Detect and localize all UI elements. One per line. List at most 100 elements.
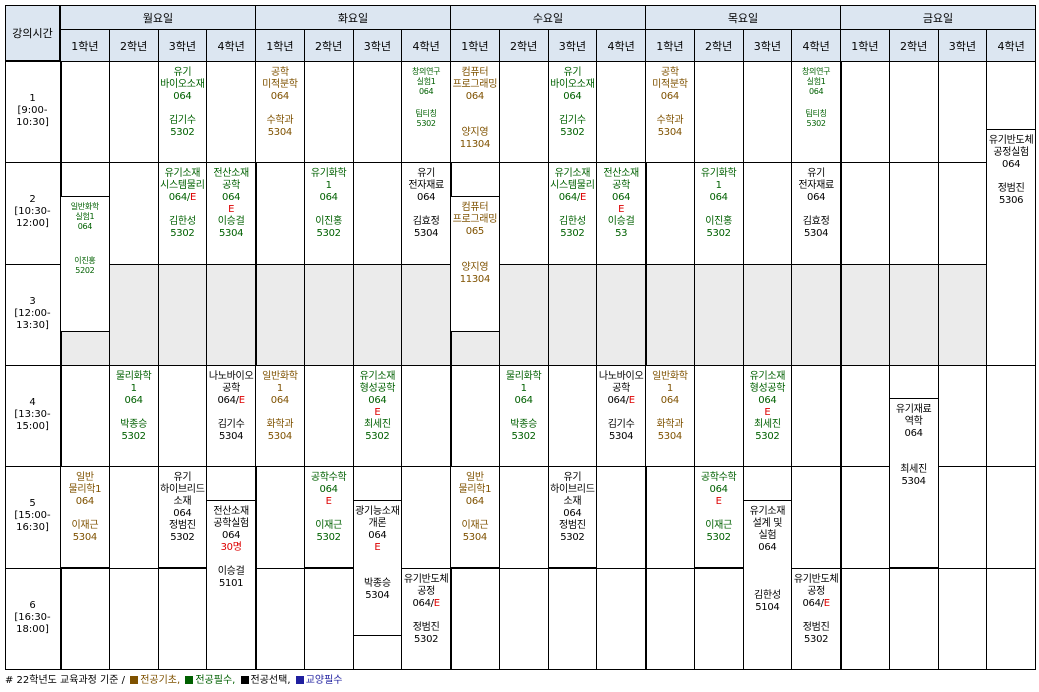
course-line: 일반화학: [262, 370, 298, 382]
grid-line: [5, 567, 1036, 569]
period-label: 5 [15:00- 16:30]: [5, 498, 60, 534]
course-cell: 공학 미적분학 064 수학과 5304: [645, 61, 695, 164]
grade-header: 2학년: [498, 29, 549, 62]
course-line: 물리화학: [115, 370, 152, 382]
course-line: E: [715, 496, 722, 508]
legend-item: 전공필수,: [183, 675, 235, 686]
course-cell: 나노바이오 공학 064/E 김기수 5304: [206, 364, 256, 468]
grade-header: 3학년: [352, 29, 403, 62]
course-line: 5304: [462, 532, 488, 544]
course-line: 공정: [807, 585, 826, 597]
course-cell: 유기 바이오소재 064 김기수 5302: [157, 61, 208, 164]
grade-header: 2학년: [303, 29, 354, 62]
course-line: 5302: [755, 430, 780, 442]
course-line: 1: [666, 382, 673, 394]
course-line: 역학: [904, 416, 923, 428]
course-line: 1: [325, 180, 332, 192]
course-line: 형성공학: [749, 382, 786, 394]
grade-header: 4학년: [791, 29, 841, 62]
course-line: 공학수학: [700, 472, 737, 484]
course-cell: 유기 전자재료 064 김효정 5304: [791, 162, 841, 265]
course-line: 이승걸: [607, 216, 635, 228]
grade-header: 3학년: [742, 29, 793, 62]
legend-label: 전공선택,: [250, 675, 291, 686]
course-line: 11304: [459, 273, 491, 285]
grade-header: 3학년: [157, 29, 208, 62]
course-line: 이진홍: [74, 255, 96, 265]
course-cell: 물리화학 1 064 박종승 5302: [108, 364, 159, 468]
course-line: 5302: [806, 119, 826, 128]
course-line: 공학: [612, 382, 631, 394]
grade-header: 2학년: [888, 29, 939, 62]
course-line: 나노바이오: [598, 370, 644, 382]
course-cell: 전산소재 공학 064 E 이승걸 53: [596, 162, 646, 265]
course-cell: 창의연구 실험1 064 팀티칭 5302: [791, 61, 841, 164]
course-line: 5304: [365, 589, 390, 601]
grade-header: 4학년: [596, 29, 646, 62]
course-cell: 유기소재 시스템물리 064/E 김한성 5302: [157, 162, 208, 265]
course-cell: 유기 하이브리드 소재 064 정범진 5302: [547, 466, 598, 569]
course-line: 박종승: [510, 418, 537, 430]
course-line: 김기수: [559, 115, 586, 126]
course-line: 일반: [75, 472, 94, 484]
course-line: 일반화학: [652, 370, 688, 382]
course-line: 5302: [560, 532, 585, 544]
course-line: 물리학1: [458, 484, 492, 496]
course-line: 정범진: [169, 520, 196, 532]
course-line: 064: [660, 394, 679, 406]
course-line: 물리학1: [68, 484, 102, 496]
course-cell: 공학수학 064 E 이재근 5302: [303, 466, 354, 569]
course-cell: 유기반도체 공정 064/E 정범진 5302: [401, 567, 451, 670]
course-line: 팀티칭: [415, 109, 437, 118]
course-cell: 물리화학 1 064 박종승 5302: [498, 364, 549, 468]
course-line: 064: [808, 87, 824, 96]
course-line: 정범진: [802, 621, 830, 633]
course-line: E: [228, 204, 235, 216]
course-line: 컴퓨터: [461, 67, 489, 78]
course-line: 유기: [173, 472, 192, 484]
course-line: 064/E: [217, 394, 245, 406]
course-line: 하이브리드: [550, 484, 595, 496]
course-line: 유기화학: [310, 168, 347, 180]
day-header: 월요일: [60, 5, 256, 30]
course-line: 064: [465, 496, 484, 508]
course-cell: 유기소재 설계 및 실험 064 김한성 5104: [742, 499, 793, 670]
course-line: 수학과: [266, 115, 294, 126]
grade-header: 1학년: [60, 29, 110, 62]
course-line: 컴퓨터: [461, 201, 489, 213]
course-line: 창의연구: [802, 67, 831, 76]
course-line: 미적분학: [652, 79, 688, 90]
course-cell: 컴퓨터 프로그래밍 065 양지영 11304: [450, 195, 500, 333]
course-line: 소재: [173, 496, 192, 508]
day-header: 목요일: [645, 5, 841, 30]
period-num: 3: [29, 295, 36, 307]
course-line: E: [374, 406, 381, 418]
course-line: 5304: [219, 430, 244, 442]
period-label: 6 [16:30- 18:00]: [5, 600, 60, 636]
period-end: 13:30]: [16, 319, 49, 331]
course-line: 064: [612, 192, 631, 204]
course-line: 유기소재: [359, 370, 396, 382]
legend-prefix: # 22학년도 교육과정 기준 /: [5, 675, 125, 686]
course-line: 5304: [609, 430, 634, 442]
course-line: 5304: [657, 127, 683, 138]
course-line: 전산소재: [213, 168, 249, 180]
course-line: 065: [465, 225, 484, 237]
course-line: 설계 및: [752, 517, 783, 529]
course-line: 5202: [75, 265, 95, 275]
course-line: 064/E: [412, 597, 440, 609]
course-line: 김기수: [217, 418, 245, 430]
legend-item: 전공기초,: [128, 675, 180, 686]
course-line: 이진홍: [315, 216, 342, 228]
grade-header: 3학년: [547, 29, 598, 62]
course-line: E: [374, 541, 381, 553]
period-num: 5: [29, 498, 36, 510]
course-line: 5304: [414, 228, 439, 240]
course-line: 전산소재: [603, 168, 639, 180]
grade-header: 1학년: [840, 29, 890, 62]
course-line: 이진홍: [705, 216, 732, 228]
period-range: [9:00-: [17, 105, 48, 116]
course-line: 전산소재: [213, 505, 249, 517]
legend-label: 전공기초,: [140, 675, 181, 686]
course-line: 1: [520, 382, 527, 394]
